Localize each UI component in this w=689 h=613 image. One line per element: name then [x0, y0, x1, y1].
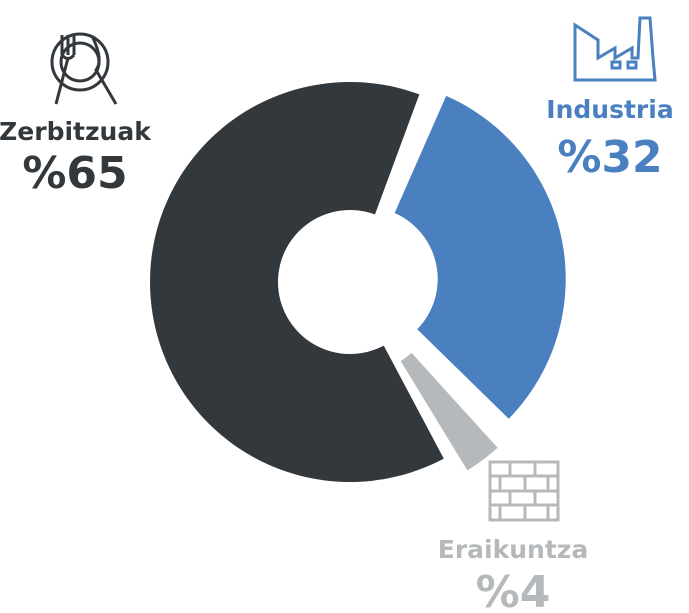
icon-factory [573, 16, 657, 82]
icon-plate [50, 32, 118, 105]
value-label: %4 [476, 567, 551, 613]
category-label: Zerbitzuak [0, 117, 152, 146]
donut-slice [394, 95, 566, 419]
value-label: %65 [22, 148, 127, 199]
category-label: Eraikuntza [438, 535, 588, 564]
category-label: Industria [546, 95, 673, 124]
icon-bricks [488, 460, 560, 522]
donut-slice [150, 81, 444, 482]
donut-slice [400, 352, 498, 471]
value-label: %32 [557, 132, 662, 183]
